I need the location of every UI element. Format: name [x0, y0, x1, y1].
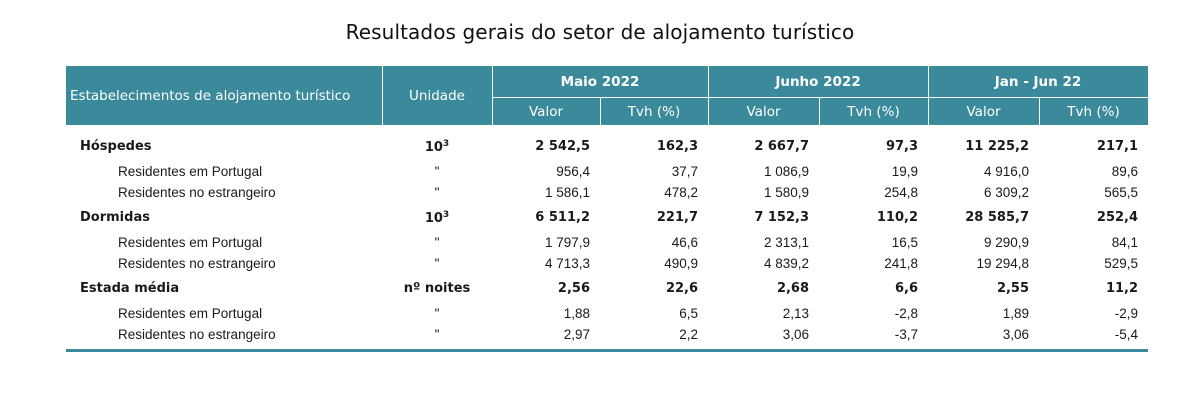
cell-tvh: 529,5 — [1104, 256, 1139, 271]
cell-tvh: 490,9 — [664, 256, 699, 271]
cell-value: 1 586,1 — [544, 185, 590, 200]
cell-tvh: 46,6 — [671, 235, 699, 250]
cell-tvh: 221,7 — [656, 210, 699, 225]
header-group-may: Maio 2022 — [491, 65, 709, 98]
cell-value: 2 667,7 — [754, 139, 810, 154]
header-establishments: Estabelecimentos de alojamento turístico — [66, 65, 383, 126]
cell-value: 2 313,1 — [763, 235, 810, 250]
header-tvh: Tvh (%) — [1038, 97, 1149, 126]
header-tvh: Tvh (%) — [818, 97, 929, 126]
page-title: Resultados gerais do setor de alojamento… — [345, 20, 855, 44]
cell-tvh: 2,2 — [600, 324, 709, 352]
row-label: Residentes em Portugal — [118, 164, 263, 179]
row-label: Estada média — [80, 281, 180, 296]
cell-tvh: 19,9 — [891, 164, 919, 179]
row-unit: " — [434, 256, 440, 271]
row-unit: nº noites — [403, 281, 471, 296]
table-row: Dormidas 103 6 511,2 221,7 7 152,3 110,2… — [66, 203, 1148, 232]
cell-value: 2,55 — [996, 281, 1030, 296]
results-table: Estabelecimentos de alojamento turístico… — [66, 65, 1149, 352]
row-label: Residentes no estrangeiro — [66, 324, 382, 352]
cell-tvh: -3,7 — [819, 324, 929, 352]
cell-tvh: 252,4 — [1096, 210, 1139, 225]
table-row: Residentes no estrangeiro " 4 713,3 490,… — [66, 253, 1148, 274]
cell-tvh: -2,8 — [894, 306, 919, 321]
cell-tvh: -2,9 — [1114, 306, 1139, 321]
cell-tvh: 565,5 — [1104, 185, 1139, 200]
cell-tvh: 110,2 — [876, 210, 919, 225]
cell-tvh: 6,5 — [679, 306, 699, 321]
row-unit: " — [434, 164, 440, 179]
cell-value: 2,97 — [492, 324, 600, 352]
cell-tvh: 478,2 — [664, 185, 699, 200]
cell-value: 11 225,2 — [965, 139, 1030, 154]
cell-value: 3,06 — [708, 324, 820, 352]
cell-value: 6 309,2 — [983, 185, 1030, 200]
cell-value: 2,56 — [557, 281, 590, 296]
cell-value: 1,89 — [1002, 306, 1030, 321]
cell-value: 9 290,9 — [983, 235, 1030, 250]
cell-value: 4 839,2 — [763, 256, 810, 271]
cell-value: 1 797,9 — [544, 235, 590, 250]
cell-value: 6 511,2 — [535, 210, 590, 225]
cell-tvh: 217,1 — [1096, 139, 1139, 154]
row-label: Residentes em Portugal — [118, 235, 263, 250]
cell-tvh: 6,6 — [894, 281, 919, 296]
header-group-june: Junho 2022 — [707, 65, 929, 98]
table-row: Residentes em Portugal " 956,4 37,7 1 08… — [66, 161, 1148, 182]
cell-value: 2 542,5 — [535, 139, 590, 154]
cell-tvh: 89,6 — [1111, 164, 1139, 179]
cell-tvh: 254,8 — [884, 185, 919, 200]
table-row: Residentes no estrangeiro " 1 586,1 478,… — [66, 182, 1148, 203]
row-label: Dormidas — [80, 210, 150, 225]
cell-value: 19 294,8 — [976, 256, 1030, 271]
row-label: Residentes em Portugal — [118, 306, 263, 321]
row-unit: 103 — [424, 209, 450, 226]
row-unit: " — [434, 185, 440, 200]
row-label: Residentes no estrangeiro — [118, 256, 276, 271]
cell-tvh: 11,2 — [1105, 281, 1139, 296]
header-group-jan-jun: Jan - Jun 22 — [927, 65, 1149, 98]
cell-value: 956,4 — [556, 164, 590, 179]
table-row: Residentes no estrangeiro " 2,97 2,2 3,0… — [66, 324, 1149, 352]
header-tvh: Tvh (%) — [599, 97, 709, 126]
cell-value: 2,13 — [782, 306, 810, 321]
cell-tvh: 97,3 — [885, 139, 919, 154]
cell-value: 1 580,9 — [763, 185, 810, 200]
cell-tvh: -5,4 — [1039, 324, 1149, 352]
header-value: Valor — [927, 97, 1040, 126]
cell-tvh: 22,6 — [665, 281, 699, 296]
cell-tvh: 162,3 — [656, 139, 699, 154]
cell-value: 7 152,3 — [754, 210, 810, 225]
header-value: Valor — [491, 97, 601, 126]
cell-tvh: 37,7 — [671, 164, 699, 179]
header-unit: Unidade — [381, 65, 493, 126]
cell-value: 2,68 — [776, 281, 810, 296]
row-label: Hóspedes — [80, 139, 152, 154]
cell-value: 4 713,3 — [544, 256, 590, 271]
cell-tvh: 84,1 — [1111, 235, 1139, 250]
table-row: Hóspedes 103 2 542,5 162,3 2 667,7 97,3 … — [66, 126, 1148, 162]
cell-tvh: 16,5 — [891, 235, 919, 250]
row-unit: " — [434, 306, 440, 321]
cell-value: 4 916,0 — [983, 164, 1030, 179]
cell-value: 1 086,9 — [763, 164, 810, 179]
row-unit: 103 — [424, 138, 450, 155]
header-value: Valor — [707, 97, 820, 126]
cell-tvh: 241,8 — [884, 256, 919, 271]
row-unit: " — [434, 235, 440, 250]
row-unit: " — [382, 324, 492, 352]
table-row: Estada média nº noites 2,56 22,6 2,68 6,… — [66, 274, 1148, 303]
table-row: Residentes em Portugal " 1 797,9 46,6 2 … — [66, 232, 1148, 253]
row-label: Residentes no estrangeiro — [118, 185, 276, 200]
cell-value: 3,06 — [928, 324, 1040, 352]
cell-value: 1,88 — [563, 306, 590, 321]
cell-value: 28 585,7 — [965, 210, 1030, 225]
table-row: Residentes em Portugal " 1,88 6,5 2,13 -… — [66, 303, 1148, 324]
